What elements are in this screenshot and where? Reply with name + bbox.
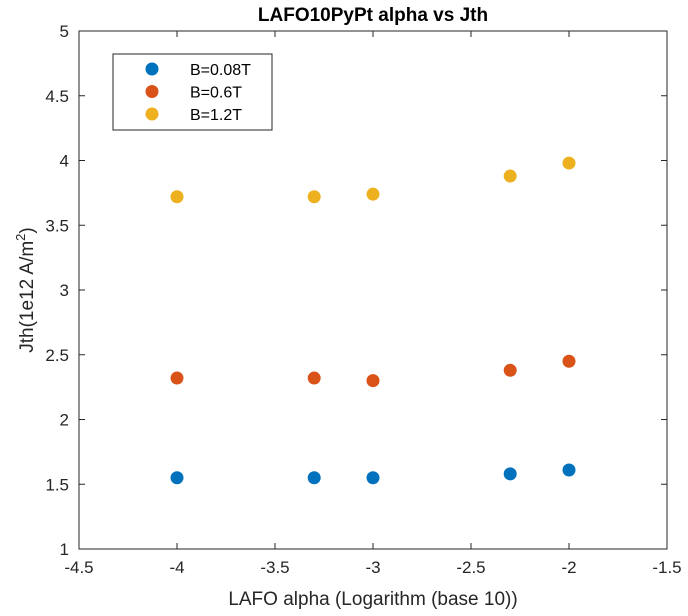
- data-point: [366, 374, 380, 388]
- x-axis-label: LAFO alpha (Logarithm (base 10)): [228, 589, 517, 610]
- data-point: [307, 190, 321, 204]
- x-tick-label: -3.5: [260, 558, 289, 577]
- legend-label: B=1.2T: [190, 107, 242, 124]
- data-point: [170, 371, 184, 385]
- x-tick-label: -4.5: [64, 558, 93, 577]
- y-axis-label-base: Jth(1e12 A/m: [17, 241, 38, 353]
- data-point: [307, 371, 321, 385]
- y-tick-label: 2.5: [45, 346, 69, 365]
- data-point: [562, 463, 576, 477]
- x-tick-label: -3: [365, 558, 380, 577]
- y-axis-label: Jth(1e12 A/m2): [13, 227, 38, 353]
- legend: B=0.08T B=0.6T B=1.2T: [112, 53, 273, 131]
- y-axis: 1 1.5 2 2.5 3 3.5 4 4.5 5: [45, 22, 667, 559]
- y-tick-label: 4.5: [45, 87, 69, 106]
- data-point: [503, 363, 517, 377]
- x-tick-label: -4: [169, 558, 184, 577]
- data-point: [562, 354, 576, 368]
- legend-marker: [145, 107, 159, 121]
- data-point: [307, 471, 321, 485]
- y-tick-label: 5: [60, 22, 69, 41]
- legend-marker: [145, 62, 159, 76]
- y-tick-label: 3: [60, 281, 69, 300]
- data-point: [562, 156, 576, 170]
- legend-marker: [145, 85, 159, 98]
- legend-label: B=0.08T: [190, 62, 251, 79]
- y-tick-label: 1: [60, 540, 69, 559]
- y-tick-label: 3.5: [45, 216, 69, 235]
- data-markers: [170, 156, 576, 485]
- x-tick-label: -2: [561, 558, 576, 577]
- x-axis: -4.5 -4 -3.5 -3 -2.5 -2 -1.5: [64, 31, 682, 577]
- y-axis-label-end: ): [17, 227, 38, 233]
- series-0: [170, 463, 576, 485]
- legend-label: B=0.6T: [190, 85, 242, 102]
- data-point: [170, 471, 184, 485]
- data-point: [366, 187, 380, 201]
- x-tick-label: -2.5: [456, 558, 485, 577]
- data-point: [503, 467, 517, 481]
- y-tick-label: 4: [60, 152, 69, 171]
- chart-title: LAFO10PyPt alpha vs Jth: [258, 5, 488, 26]
- data-point: [366, 471, 380, 485]
- x-tick-label: -1.5: [652, 558, 681, 577]
- y-tick-label: 2: [60, 411, 69, 430]
- series-1: [170, 354, 576, 388]
- y-tick-label: 1.5: [45, 475, 69, 494]
- series-2: [170, 156, 576, 204]
- y-axis-label-sup: 2: [13, 234, 28, 241]
- data-point: [503, 169, 517, 183]
- data-point: [170, 190, 184, 204]
- legend-box: [112, 53, 273, 131]
